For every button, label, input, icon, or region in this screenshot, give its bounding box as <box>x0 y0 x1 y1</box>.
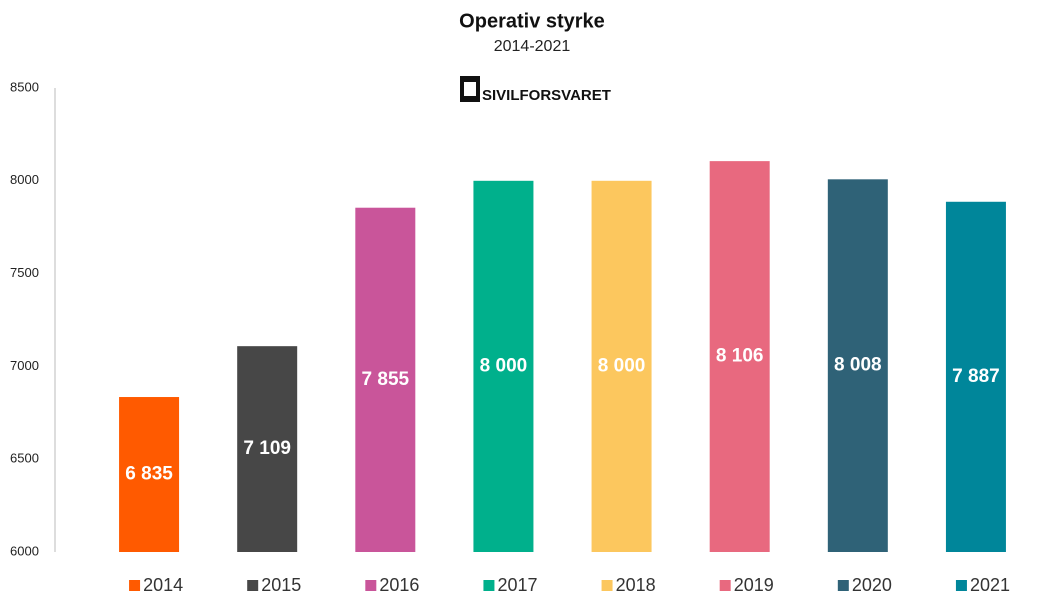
legend-swatch <box>129 580 141 591</box>
bar <box>827 179 888 553</box>
chart-subtitle: 2014-2021 <box>494 38 571 55</box>
legend-swatch <box>719 580 731 591</box>
legend-swatch <box>601 580 613 591</box>
data-label: 7 855 <box>362 369 410 390</box>
bar <box>119 397 180 552</box>
logo: SIVILFORSVARET <box>460 76 611 104</box>
data-label: 8 106 <box>716 346 764 367</box>
y-tick-label: 6500 <box>10 451 39 466</box>
bar <box>945 201 1006 552</box>
bar <box>709 161 770 552</box>
data-label: 8 000 <box>598 355 646 376</box>
logo-emblem-inner <box>464 82 476 96</box>
legend-label: 2020 <box>852 575 892 594</box>
y-tick-label: 7500 <box>10 265 39 280</box>
legend-swatch <box>955 580 967 591</box>
bar <box>591 180 652 553</box>
legend-swatch <box>365 580 377 591</box>
bar <box>355 207 416 552</box>
legend-label: 2014 <box>143 575 183 594</box>
y-tick-label: 7000 <box>10 358 39 373</box>
legend-label: 2021 <box>970 575 1010 594</box>
y-tick-label: 8500 <box>10 79 39 94</box>
data-label: 7 109 <box>243 438 291 459</box>
data-label: 8 000 <box>480 355 528 376</box>
y-tick-label: 8000 <box>10 172 39 187</box>
data-label: 7 887 <box>952 366 1000 387</box>
legend-swatch <box>247 580 259 591</box>
data-label: 8 008 <box>834 355 882 376</box>
bar <box>237 346 298 552</box>
data-label: 6 835 <box>125 464 173 485</box>
legend-label: 2019 <box>734 575 774 594</box>
legend-label: 2018 <box>616 575 656 594</box>
legend-swatch <box>483 580 495 591</box>
legend-label: 2017 <box>497 575 537 594</box>
chart-title: Operativ styrke <box>459 10 605 32</box>
legend-label: 2016 <box>379 575 419 594</box>
y-tick-label: 6000 <box>10 543 39 558</box>
bar <box>473 180 534 553</box>
legend-label: 2015 <box>261 575 301 594</box>
legend-swatch <box>837 580 849 591</box>
logo-text: SIVILFORSVARET <box>482 87 611 104</box>
